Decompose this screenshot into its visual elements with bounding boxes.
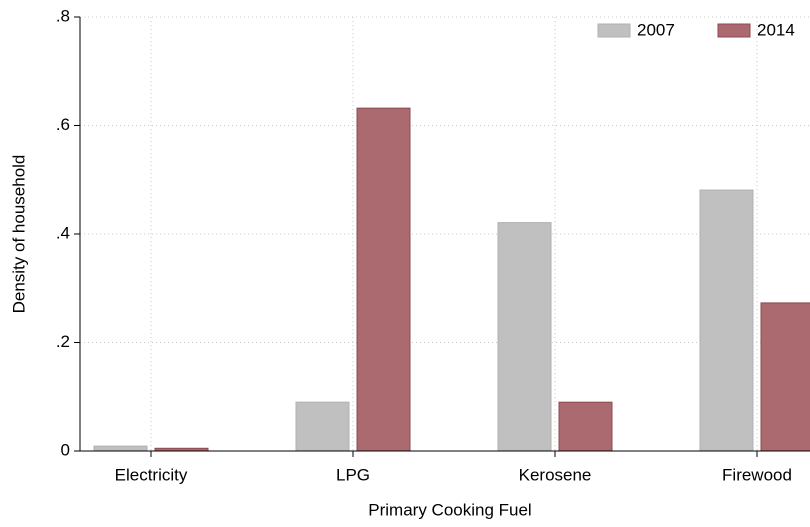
legend-label: 2014: [757, 20, 795, 39]
bar: [558, 401, 613, 452]
x-axis-title: Primary Cooking Fuel: [368, 500, 531, 519]
bar: [699, 189, 754, 452]
y-tick-label: .6: [56, 115, 70, 134]
legend-swatch: [717, 23, 751, 38]
bar: [760, 302, 810, 452]
x-tick-label: Firewood: [722, 465, 792, 484]
bar: [93, 445, 148, 452]
bar: [497, 222, 552, 452]
legend-swatch: [597, 23, 631, 38]
x-tick-label: LPG: [336, 465, 370, 484]
bar: [295, 401, 350, 452]
legend-label: 2007: [637, 20, 675, 39]
y-tick-label: 0: [61, 440, 70, 459]
y-tick-label: .4: [56, 223, 70, 242]
y-axis-title: Density of household: [9, 155, 28, 314]
x-tick-label: Electricity: [115, 465, 188, 484]
y-tick-label: .2: [56, 332, 70, 351]
bar: [356, 107, 411, 452]
y-tick-label: .8: [56, 6, 70, 25]
x-tick-label: Kerosene: [519, 465, 592, 484]
